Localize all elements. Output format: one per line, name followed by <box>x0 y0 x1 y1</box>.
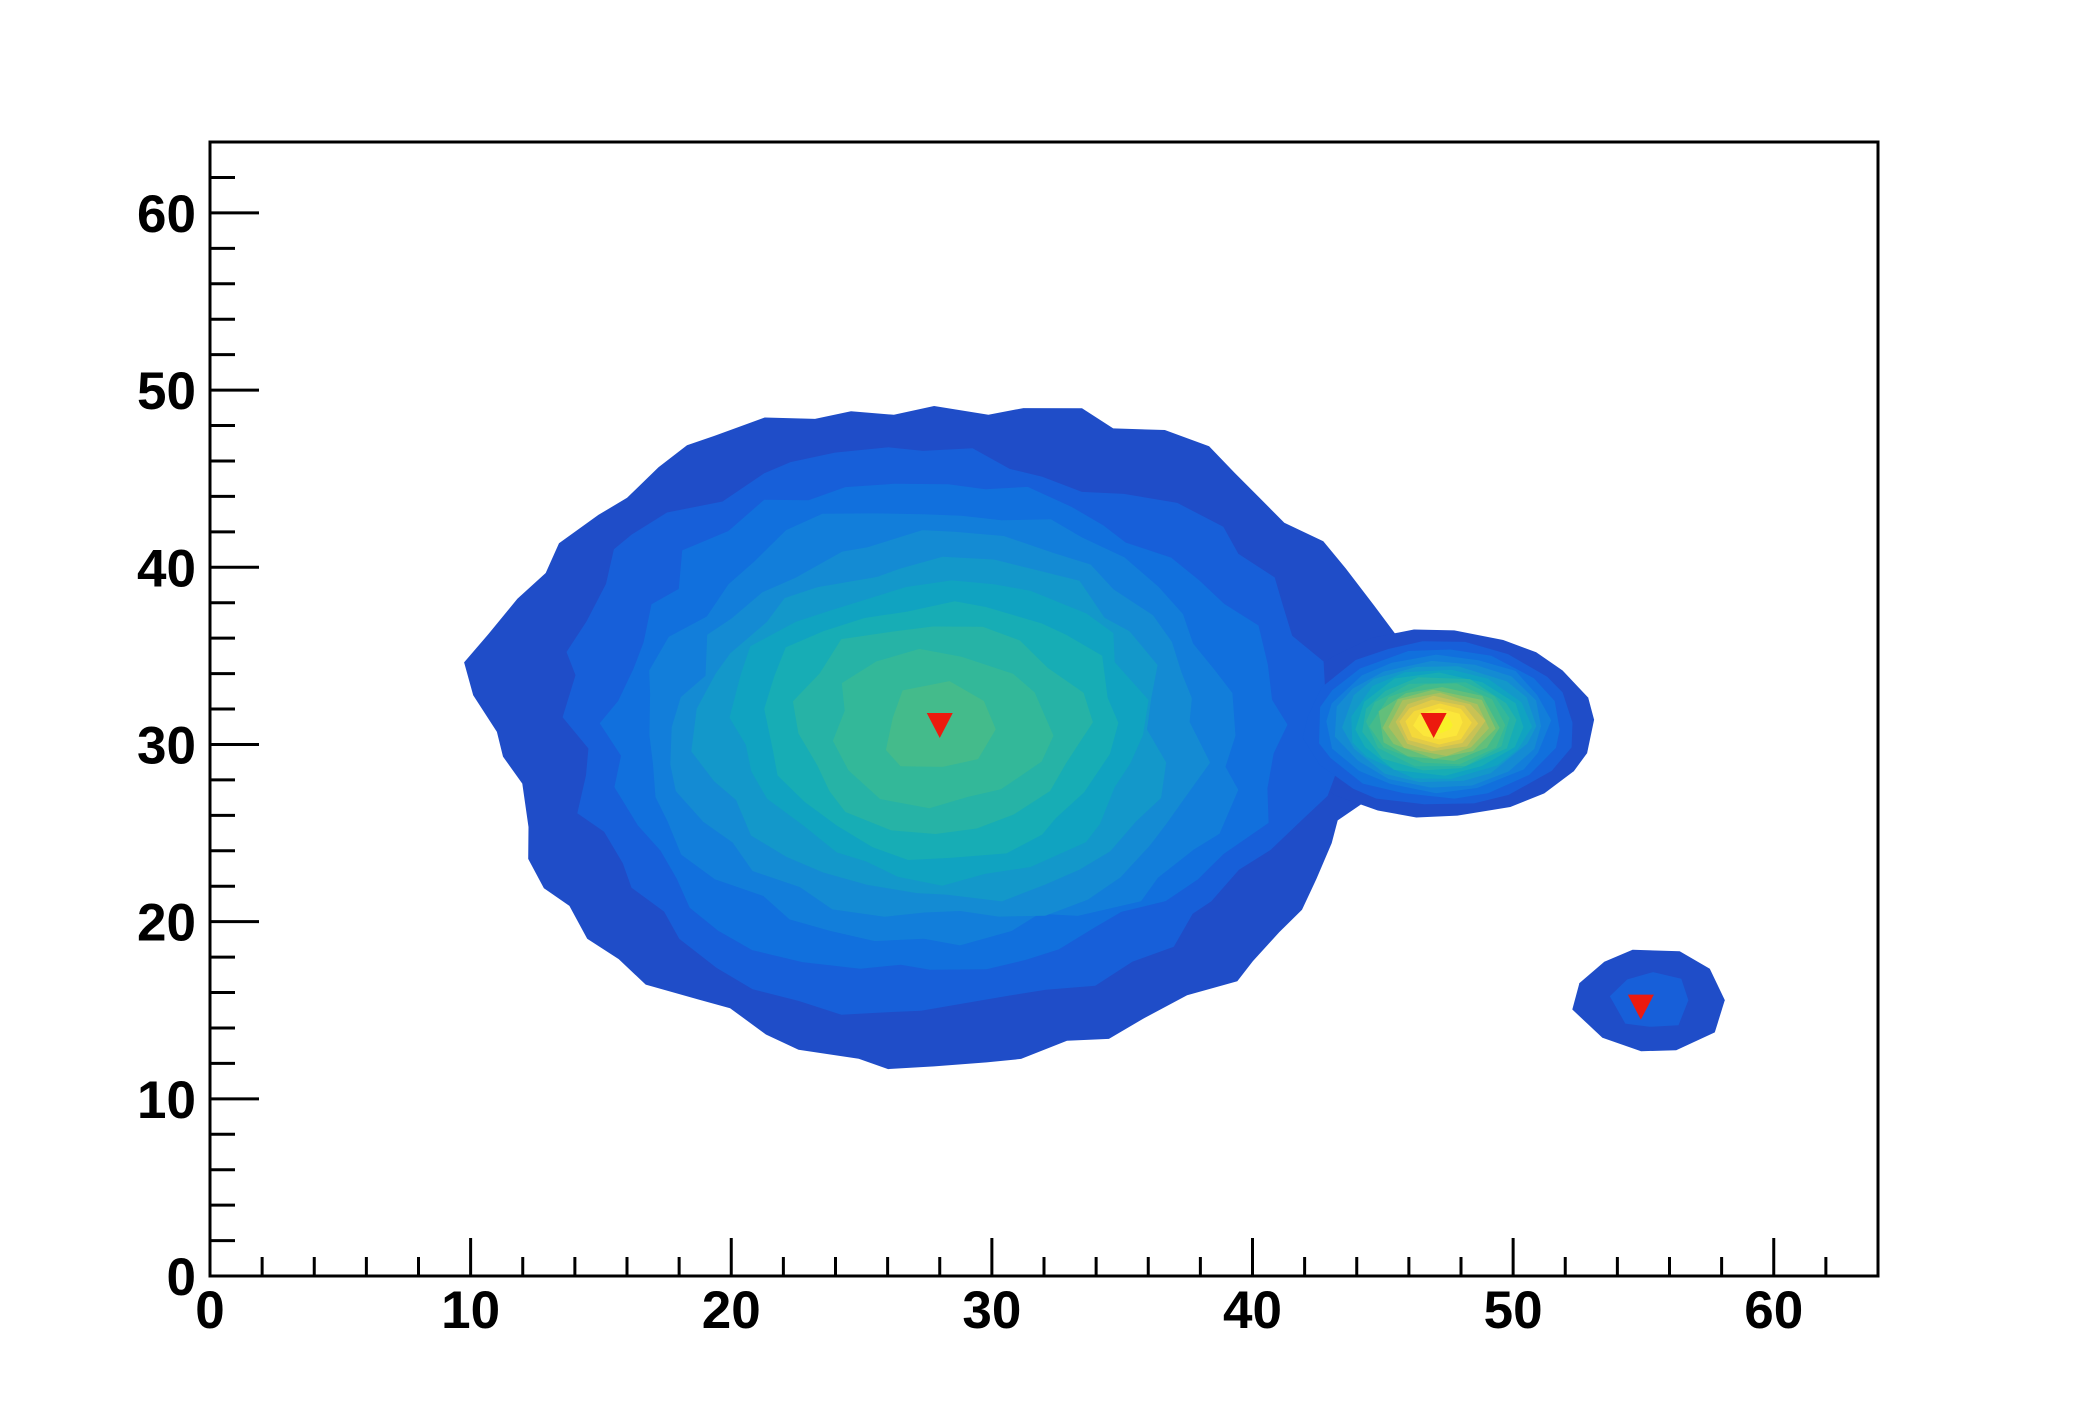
y-tick-label: 0 <box>167 1248 196 1307</box>
y-tick-label: 30 <box>137 716 196 775</box>
y-axis-tick-labels: 0 10 20 30 40 50 60 <box>137 185 196 1307</box>
x-tick-label: 50 <box>1484 1281 1543 1340</box>
peak-markers <box>926 712 1654 1020</box>
y-tick-label: 20 <box>137 894 196 953</box>
y-tick-label: 10 <box>137 1071 196 1130</box>
x-tick-label: 20 <box>702 1281 761 1340</box>
peak-marker-triangle-down-icon <box>1627 994 1654 1020</box>
x-axis-ticks <box>208 1238 1880 1276</box>
y-tick-label: 50 <box>137 362 196 421</box>
contour-layers <box>464 406 1725 1070</box>
x-tick-label: 0 <box>195 1281 224 1340</box>
peak-marker-triangle-down-icon <box>1420 712 1447 738</box>
y-axis-ticks <box>210 140 259 1278</box>
x-tick-label: 60 <box>1744 1281 1803 1340</box>
x-tick-label: 40 <box>1223 1281 1282 1340</box>
y-tick-label: 60 <box>137 185 196 244</box>
x-axis-tick-labels: 0 10 20 30 40 50 60 <box>195 1281 1803 1340</box>
y-tick-label: 40 <box>137 539 196 598</box>
x-tick-label: 30 <box>962 1281 1021 1340</box>
x-tick-label: 10 <box>441 1281 500 1340</box>
peak-marker-triangle-down-icon <box>926 712 953 738</box>
